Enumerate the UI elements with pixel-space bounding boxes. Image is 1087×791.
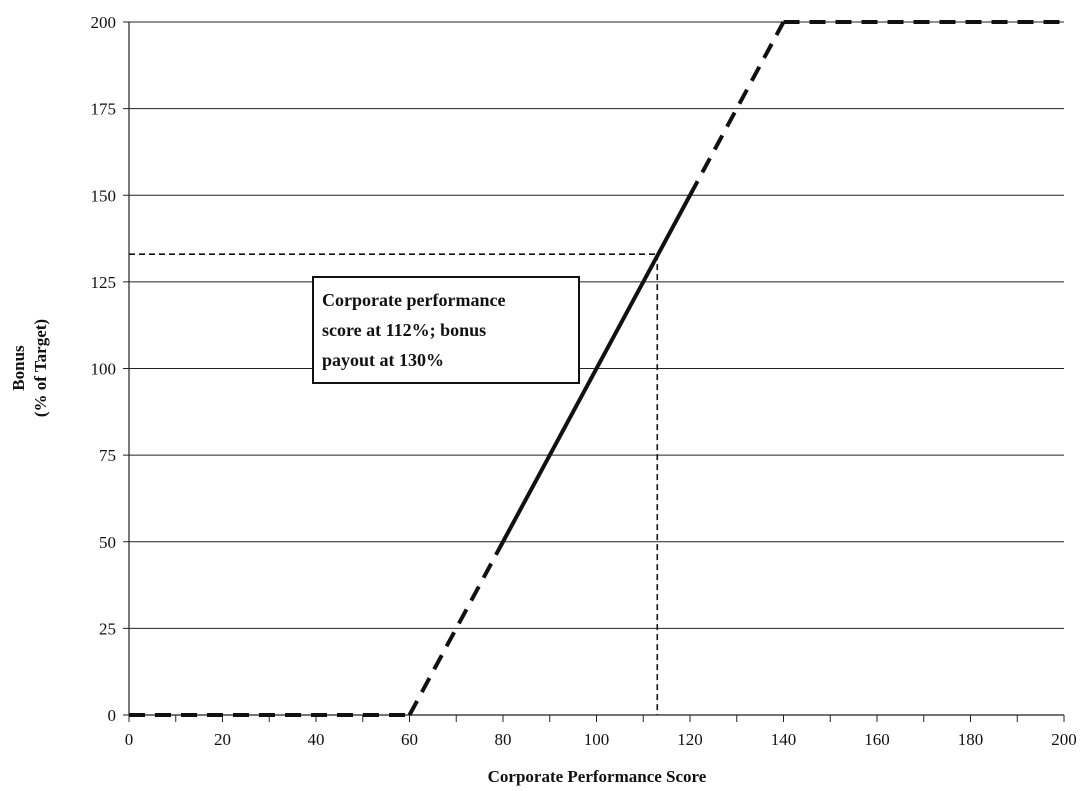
x-axis-title: Corporate Performance Score: [488, 767, 707, 786]
x-tick-label-80: 80: [495, 730, 512, 749]
y-tick-label-100: 100: [91, 360, 117, 379]
y-tick-label-200: 200: [91, 13, 117, 32]
x-tick-labels: 0 20 40 60 80 100 120 140 160 180 200: [125, 730, 1077, 749]
reference-lines: [129, 253, 659, 715]
curve-segment-2: [407, 540, 505, 716]
curve-segment-4: [688, 21, 786, 197]
callout-line-1: Corporate performance: [322, 290, 505, 310]
curve-segment-3: [501, 194, 692, 543]
y-axis-title-line-1: Bonus: [9, 345, 28, 391]
callout-box: [312, 276, 580, 384]
bonus-curve: [129, 20, 1064, 717]
x-tick-label-100: 100: [584, 730, 610, 749]
x-tick-label-60: 60: [401, 730, 418, 749]
x-tick-label-200: 200: [1051, 730, 1077, 749]
x-tick-label-160: 160: [864, 730, 890, 749]
y-tick-labels: 0 25 50 75 100 125 150 175 200: [91, 13, 117, 725]
y-tick-label-150: 150: [91, 186, 117, 205]
y-axis-title-line-2: (% of Target): [31, 319, 50, 417]
y-tick-label-50: 50: [99, 533, 116, 552]
horizontal-gridlines: [129, 21, 1064, 629]
callout-line-2: score at 112%; bonus: [322, 320, 486, 340]
callout-line-3: payout at 130%: [322, 350, 444, 370]
tick-marks: [123, 21, 1065, 722]
y-tick-label-0: 0: [108, 706, 117, 725]
x-tick-label-0: 0: [125, 730, 134, 749]
x-tick-label-140: 140: [771, 730, 797, 749]
x-tick-label-180: 180: [958, 730, 984, 749]
y-tick-label-125: 125: [91, 273, 117, 292]
x-tick-label-120: 120: [677, 730, 703, 749]
y-tick-label-175: 175: [91, 100, 117, 119]
x-tick-label-20: 20: [214, 730, 231, 749]
y-tick-label-25: 25: [99, 619, 116, 638]
x-tick-label-40: 40: [308, 730, 325, 749]
annotation-callout: Corporate performance score at 112%; bon…: [312, 276, 580, 384]
y-tick-label-75: 75: [99, 446, 116, 465]
